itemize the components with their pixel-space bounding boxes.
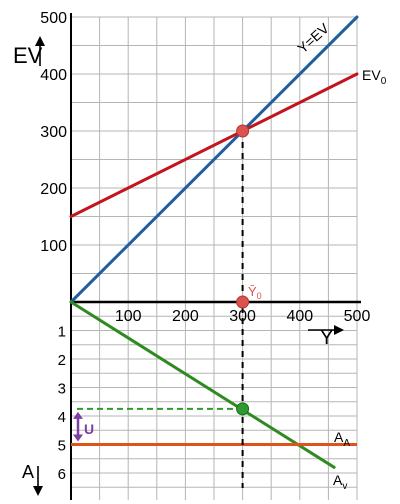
lower-equilibrium-point: [236, 402, 250, 416]
y-tick-label-upper: 500: [40, 10, 67, 27]
y-tick-label-lower: 2: [58, 352, 66, 369]
y-tick-label-lower: 4: [58, 409, 66, 426]
series-label-aa: AA: [334, 429, 350, 449]
y-tick-label-upper: 400: [40, 67, 67, 84]
marks-layer: [73, 124, 250, 488]
x-tick-label: 300: [229, 308, 256, 325]
x-axis-arrowhead: [334, 325, 344, 335]
equilibrium-point: [236, 124, 250, 138]
axes: 100 200 300 400 500 100 200 300 400 500 1 2 3 4 5 6: [33, 10, 370, 500]
y0-axis-point: [236, 295, 250, 309]
series-layer: [69, 15, 359, 469]
y-axis-label-upper: EV: [13, 43, 43, 68]
gap-arrowhead-bottom: [73, 434, 83, 442]
gap-label-u: U: [84, 421, 94, 437]
series-line-y-ev: [69, 15, 359, 304]
y-tick-label-lower: 5: [58, 438, 66, 455]
y-tick-label-lower: 1: [58, 324, 66, 341]
x-tick-label: 200: [172, 308, 199, 325]
x-tick-label: 100: [115, 308, 142, 325]
marker-label-y0: Ȳ0: [248, 284, 262, 301]
series-line-av: [69, 300, 336, 469]
series-label-ev0: EV0: [362, 67, 387, 87]
y-tick-label-lower: 6: [58, 466, 66, 483]
a-axis-arrowhead: [33, 486, 43, 496]
y-axis-label-lower: A: [22, 462, 34, 482]
x-axis-label-upper: Y: [320, 327, 333, 349]
gap-arrowhead-top: [73, 411, 83, 419]
x-tick-label: 500: [344, 308, 371, 325]
y-tick-label-upper: 200: [40, 181, 67, 198]
series-line-ev0: [69, 72, 359, 218]
y-axis-arrowhead: [35, 36, 45, 46]
y-tick-label-upper: 100: [40, 238, 67, 255]
y-tick-label-upper: 300: [40, 124, 67, 141]
series-label-av: Av: [333, 472, 347, 492]
x-tick-label: 400: [286, 308, 313, 325]
y-tick-label-lower: 3: [58, 381, 66, 398]
